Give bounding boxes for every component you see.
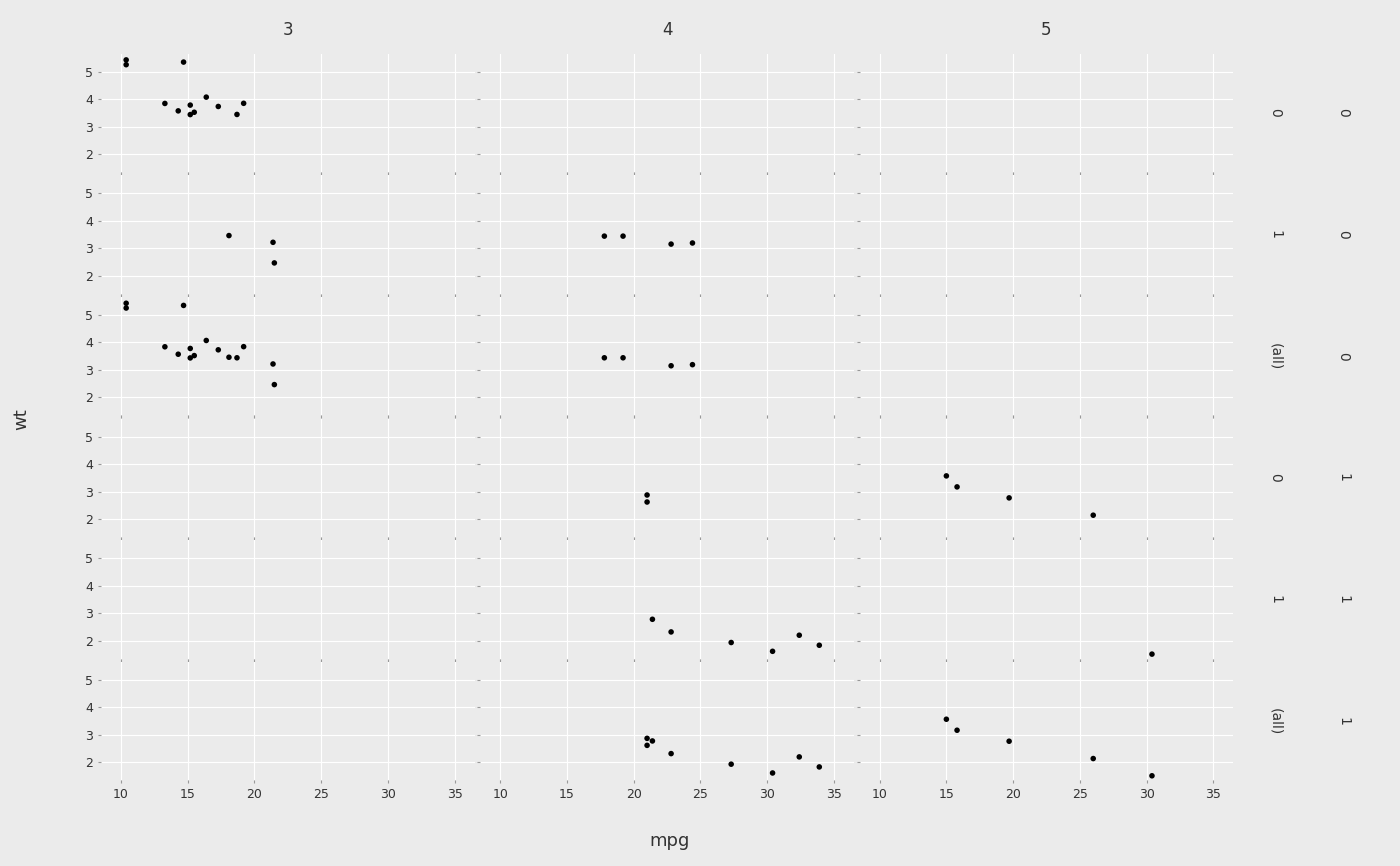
- Point: [946, 480, 969, 494]
- Text: 1: 1: [1337, 474, 1351, 482]
- Point: [262, 236, 284, 249]
- Point: [594, 229, 616, 243]
- Point: [762, 644, 784, 658]
- Point: [154, 96, 176, 110]
- Text: 3: 3: [283, 21, 293, 39]
- Point: [167, 347, 189, 361]
- Point: [682, 358, 704, 372]
- Point: [154, 339, 176, 353]
- Point: [179, 107, 202, 121]
- Point: [115, 296, 137, 310]
- Point: [612, 229, 634, 243]
- Point: [207, 343, 230, 357]
- Point: [225, 351, 248, 365]
- Text: 0: 0: [1337, 230, 1351, 239]
- Point: [720, 757, 742, 771]
- Text: 1: 1: [1268, 230, 1282, 239]
- Point: [636, 732, 658, 746]
- Text: 1: 1: [1337, 717, 1351, 726]
- Point: [262, 357, 284, 371]
- Text: 1: 1: [1337, 595, 1351, 604]
- Point: [218, 229, 241, 242]
- Text: (all): (all): [1268, 708, 1282, 734]
- Point: [946, 723, 969, 737]
- Text: 0: 0: [1268, 474, 1282, 482]
- Point: [1082, 508, 1105, 522]
- Point: [1141, 647, 1163, 661]
- Point: [998, 491, 1021, 505]
- Point: [659, 237, 682, 251]
- Text: 5: 5: [1042, 21, 1051, 39]
- Point: [225, 107, 248, 121]
- Text: 0: 0: [1337, 352, 1351, 360]
- Point: [115, 58, 137, 72]
- Point: [232, 96, 255, 110]
- Point: [808, 760, 830, 774]
- Point: [762, 766, 784, 780]
- Point: [195, 90, 217, 104]
- Point: [183, 349, 206, 363]
- Point: [720, 636, 742, 650]
- Text: 0: 0: [1268, 108, 1282, 117]
- Point: [1082, 752, 1105, 766]
- Point: [998, 734, 1021, 748]
- Text: 1: 1: [1268, 595, 1282, 604]
- Text: wt: wt: [13, 408, 29, 430]
- Point: [179, 351, 202, 365]
- Point: [641, 612, 664, 626]
- Point: [808, 638, 830, 652]
- Point: [179, 98, 202, 112]
- Point: [935, 713, 958, 727]
- Point: [636, 488, 658, 502]
- Point: [641, 734, 664, 748]
- Point: [172, 55, 195, 69]
- Point: [659, 359, 682, 372]
- Point: [232, 339, 255, 353]
- Point: [659, 625, 682, 639]
- Point: [183, 106, 206, 120]
- Point: [263, 256, 286, 270]
- Point: [167, 104, 189, 118]
- Point: [172, 299, 195, 313]
- Text: (all): (all): [1268, 343, 1282, 370]
- Text: 0: 0: [1337, 108, 1351, 117]
- Point: [636, 495, 658, 509]
- Point: [263, 378, 286, 391]
- Point: [207, 100, 230, 113]
- Point: [218, 351, 241, 365]
- Point: [788, 750, 811, 764]
- Point: [1141, 769, 1163, 783]
- Point: [659, 746, 682, 760]
- Point: [788, 629, 811, 643]
- Point: [682, 236, 704, 250]
- Point: [612, 351, 634, 365]
- Point: [115, 53, 137, 67]
- Point: [179, 341, 202, 355]
- Text: mpg: mpg: [650, 832, 690, 850]
- Text: 4: 4: [662, 21, 672, 39]
- Point: [935, 469, 958, 483]
- Point: [115, 301, 137, 315]
- Point: [636, 739, 658, 753]
- Point: [594, 351, 616, 365]
- Point: [195, 333, 217, 347]
